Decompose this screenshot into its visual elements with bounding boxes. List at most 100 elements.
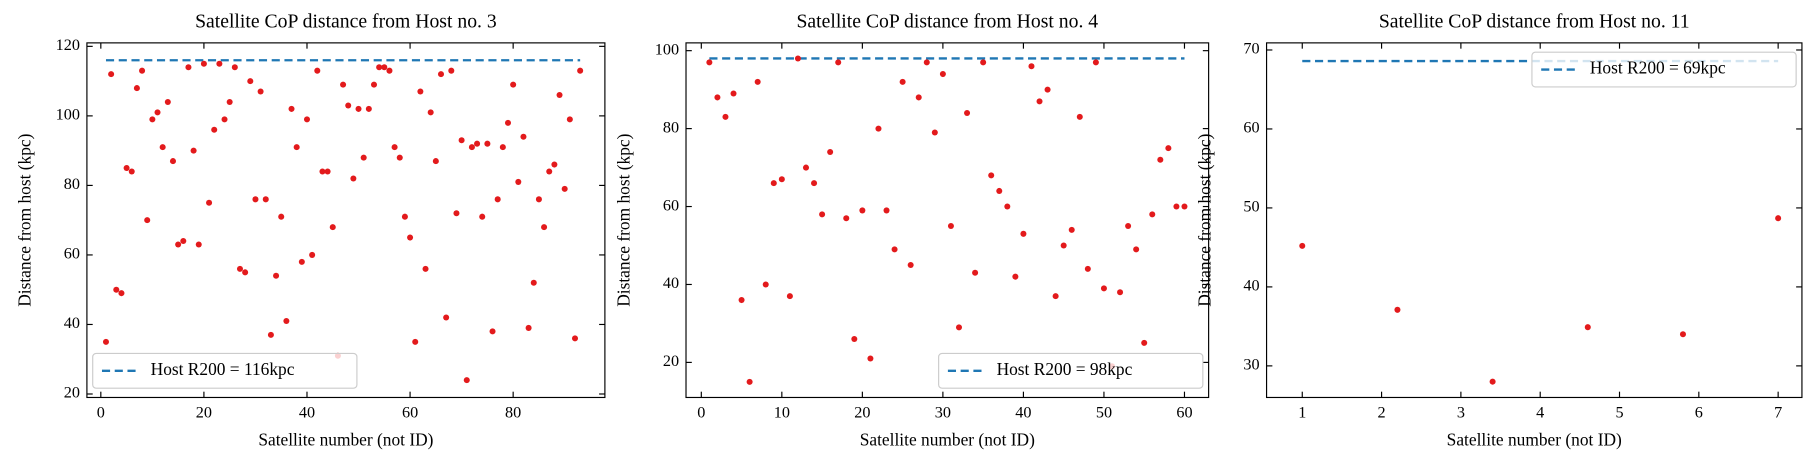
legend-box [1531,51,1797,88]
satellite-point [1117,289,1124,296]
satellite-point [859,207,866,214]
satellite-point [453,210,460,217]
satellite-point [309,251,316,258]
satellite-point [401,213,408,220]
satellite-point [786,293,793,300]
satellite-point [489,328,496,335]
satellite-point [923,59,930,66]
satellite-point [931,129,938,136]
satellite-point [144,217,151,224]
x-axis-label: Satellite number (not ID) [1447,430,1622,449]
satellite-point [257,88,264,95]
satellite-point [556,92,563,99]
satellite-point [827,148,834,155]
satellite-point [1044,86,1051,93]
satellite-point [458,137,465,144]
satellite-point [1012,273,1019,280]
satellite-point [236,265,243,272]
satellite-point [113,286,120,293]
satellite-point [164,98,171,105]
satellite-point [947,223,954,230]
plot-frame [1265,42,1803,399]
chart-title: Satellite CoP distance from Host no. 3 [195,11,497,33]
satellite-point [340,81,347,88]
satellite-point [288,105,295,112]
satellite-point [128,168,135,175]
y-tick-label: 100 [655,40,679,58]
x-axis-label: Satellite number (not ID) [860,430,1035,449]
plot-frame [685,42,1210,399]
satellite-point [443,314,450,321]
satellite-point [231,64,238,71]
satellite-point [123,165,130,172]
satellite-point [247,78,254,85]
satellite-point [484,140,491,147]
x-tick-label: 0 [97,403,105,421]
y-tick-label: 60 [1243,119,1259,137]
satellite-point [381,64,388,71]
satellite-point [355,105,362,112]
y-tick-label: 80 [663,118,679,136]
y-tick-label: 60 [64,245,80,263]
satellite-point [510,81,517,88]
y-tick-label: 40 [663,274,679,292]
satellite-point [386,67,393,74]
satellite-point [1584,324,1591,331]
satellite-point [448,67,455,74]
satellite-point [216,60,223,67]
x-tick-label: 1 [1298,403,1306,421]
y-tick-label: 40 [1243,277,1259,295]
satellite-point [762,281,769,288]
satellite-point [1100,285,1107,292]
satellite-point [915,94,922,101]
satellite-point [422,265,429,272]
satellite-point [360,154,367,161]
satellite-point [139,67,146,74]
satellite-point [314,67,321,74]
x-tick-label: 20 [854,403,870,421]
satellite-point [293,144,300,151]
x-tick-label: 40 [299,403,315,421]
satellite-point [794,55,801,62]
satellite-point [1149,211,1156,218]
y-axis-label: Distance from host (kpc) [1195,133,1214,306]
satellite-point [267,331,274,338]
satellite-point [303,116,311,123]
satellite-point [319,168,326,175]
legend-label: Host R200 = 98kpc [997,360,1133,379]
satellite-point [350,175,357,182]
satellite-point [1173,203,1180,210]
satellite-point [1394,306,1401,313]
y-tick-label: 120 [56,36,80,54]
satellite-point [396,154,403,161]
x-tick-label: 4 [1536,403,1544,421]
satellite-point [185,64,192,71]
y-tick-label: 70 [1243,40,1259,58]
satellite-point [273,272,280,279]
satellite-point [149,116,156,123]
satellite-point [468,144,475,151]
satellite-point [955,324,963,331]
y-tick-label: 30 [1243,356,1259,374]
satellite-point [417,88,424,95]
satellite-point [226,98,233,105]
satellite-point [345,102,352,109]
satellite-point [1060,242,1067,249]
satellite-point [722,113,729,120]
y-tick-label: 20 [64,384,80,402]
satellite-point [221,116,228,123]
satellite-point [1076,113,1083,120]
chart-title: Satellite CoP distance from Host no. 4 [796,11,1098,33]
x-tick-label: 7 [1774,403,1782,421]
satellite-point [843,215,850,222]
satellite-point [133,85,140,92]
satellite-point [242,269,249,276]
satellite-point [515,178,522,185]
satellite-point [324,168,331,175]
satellite-point [571,335,579,342]
satellite-point [252,196,259,203]
satellite-point [980,59,987,66]
satellite-point [875,125,882,132]
satellite-point [738,297,745,304]
